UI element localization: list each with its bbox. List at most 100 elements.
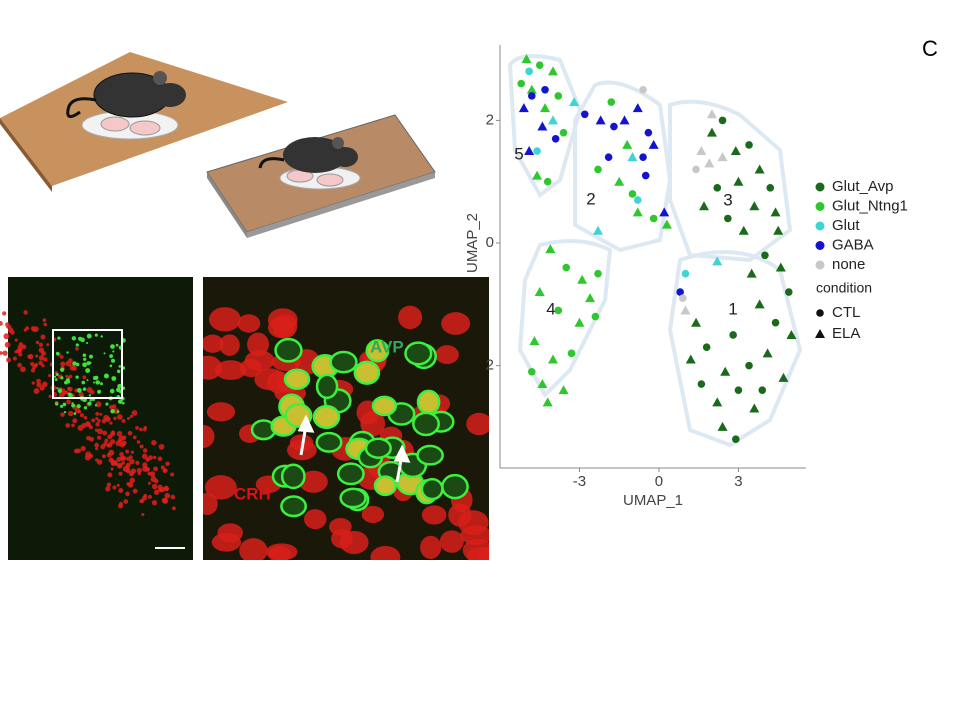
cell <box>60 404 64 408</box>
limited-bedding-illustration <box>206 114 436 238</box>
point <box>713 184 722 192</box>
point <box>784 288 793 296</box>
cell <box>237 314 261 333</box>
cell <box>149 471 156 477</box>
point <box>766 184 775 192</box>
y-tick-label: 2 <box>486 111 494 128</box>
cell <box>147 471 152 476</box>
point <box>699 201 709 211</box>
cell <box>116 430 123 437</box>
cell <box>95 401 102 408</box>
point <box>569 97 580 107</box>
point <box>604 153 613 161</box>
cell <box>336 462 365 486</box>
cell <box>95 412 100 416</box>
micrograph-cells <box>0 310 176 517</box>
cell <box>36 378 41 384</box>
point <box>632 103 643 113</box>
cell <box>151 439 157 446</box>
point <box>633 196 642 204</box>
cell <box>110 459 116 465</box>
cell <box>75 375 79 379</box>
point <box>639 85 647 94</box>
point <box>691 317 702 327</box>
cell <box>88 424 93 430</box>
cell <box>130 450 135 454</box>
cell <box>38 360 43 366</box>
cell <box>398 305 423 330</box>
cell <box>143 493 148 498</box>
cell <box>267 545 291 560</box>
cell <box>54 402 59 406</box>
cell <box>54 378 58 381</box>
legend-swatch <box>815 221 825 231</box>
cell <box>89 436 94 442</box>
cell <box>42 381 48 388</box>
cell <box>34 363 38 367</box>
cell <box>72 418 78 424</box>
cell <box>65 423 71 428</box>
cell <box>73 412 77 415</box>
cell <box>88 394 92 397</box>
point <box>729 331 737 339</box>
cell <box>118 464 122 468</box>
cell <box>135 460 140 465</box>
point <box>594 269 602 278</box>
cell <box>93 381 96 384</box>
cell <box>71 403 76 408</box>
point <box>610 122 618 131</box>
cell <box>60 376 64 380</box>
point <box>524 146 535 156</box>
point <box>704 158 715 168</box>
cell <box>132 435 137 440</box>
cell <box>113 416 117 421</box>
cell <box>110 467 114 471</box>
point <box>529 336 540 346</box>
cell <box>119 501 123 506</box>
point <box>593 225 604 235</box>
cell <box>118 488 124 493</box>
cell <box>64 380 68 385</box>
legend-label: Glut <box>832 217 860 234</box>
point <box>734 386 743 394</box>
cluster-label: 1 <box>728 299 737 318</box>
cell <box>17 347 23 353</box>
cell <box>5 322 10 327</box>
cell <box>117 399 123 404</box>
cell <box>118 471 123 476</box>
crh-label: CRH <box>234 484 271 503</box>
cell <box>272 314 298 339</box>
cell <box>274 337 303 363</box>
cell <box>55 351 60 356</box>
cell <box>71 423 75 428</box>
cell <box>75 362 80 367</box>
point <box>547 115 558 125</box>
umap-plot: -3 0 3 2 0 2 UMAP_1 UMAP_2 5 2 3 4 1 Glut_Avp Glut_Ntn… <box>464 45 908 509</box>
cell <box>27 353 34 360</box>
cell <box>110 408 115 414</box>
cell <box>121 419 126 423</box>
cell <box>25 326 30 331</box>
cell <box>416 389 441 415</box>
point <box>649 214 658 223</box>
cell <box>370 545 401 560</box>
cell <box>315 373 339 400</box>
cell <box>32 328 36 332</box>
cell <box>65 374 69 378</box>
point <box>527 92 536 100</box>
cell <box>97 428 103 435</box>
cluster-label: 4 <box>546 299 555 318</box>
cell <box>99 382 103 386</box>
cell <box>125 449 130 454</box>
point <box>685 354 696 364</box>
cell <box>116 483 120 487</box>
point <box>679 294 687 302</box>
cell <box>112 350 115 353</box>
point <box>632 207 643 217</box>
cell <box>92 375 98 381</box>
x-tick-label: 3 <box>734 473 742 490</box>
cell <box>38 347 45 353</box>
cell <box>31 381 35 385</box>
cell <box>404 341 433 366</box>
point <box>627 152 638 162</box>
